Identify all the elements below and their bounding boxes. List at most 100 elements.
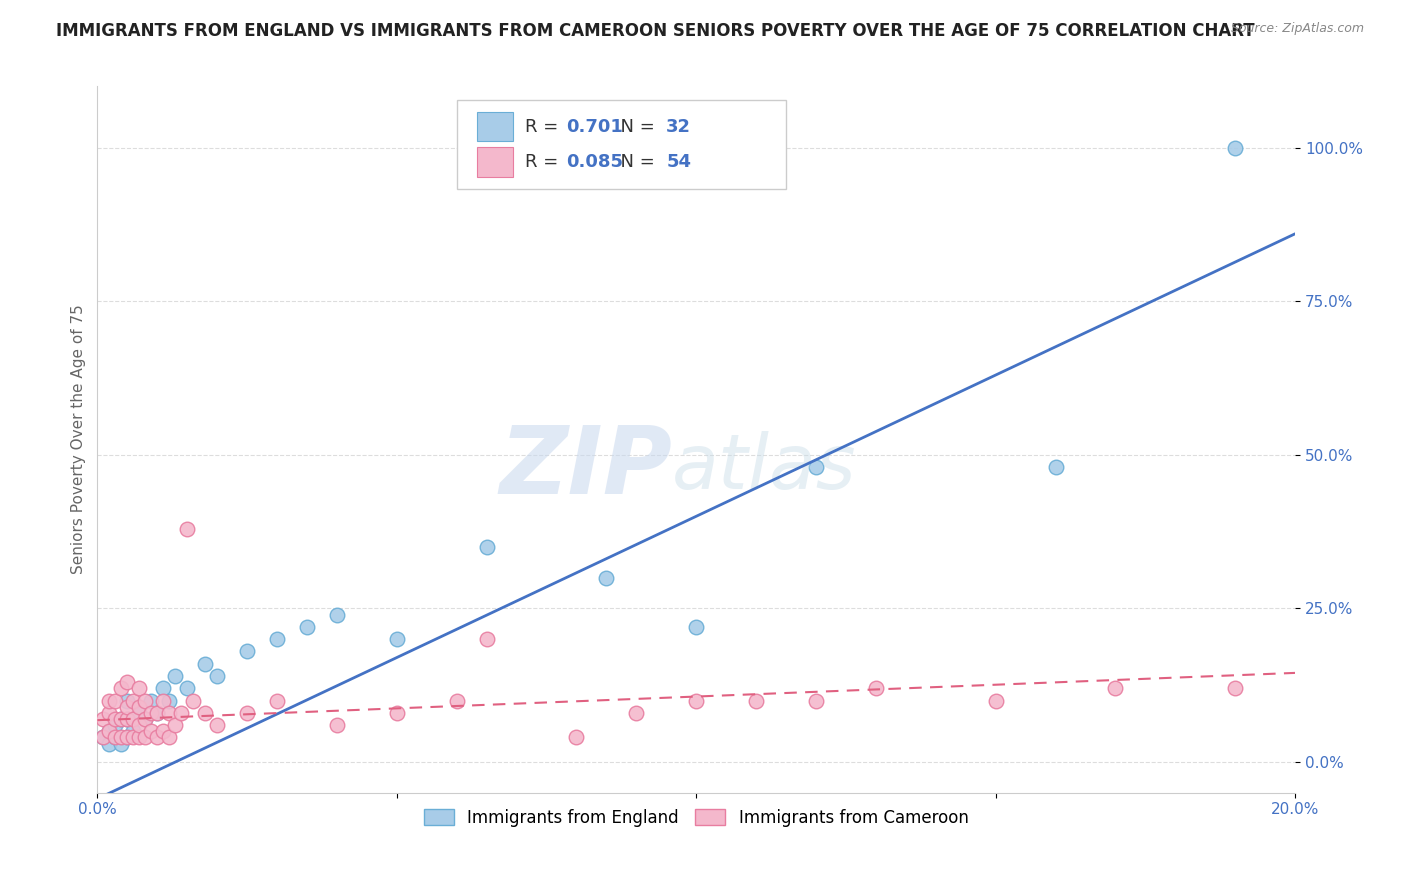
Point [685,620,707,634]
Point [984,693,1007,707]
Text: 54: 54 [666,153,692,171]
Point [1225,681,1247,696]
Point [104,712,127,726]
Point [157,693,180,707]
Text: R =: R = [524,153,564,171]
Point [141,693,163,707]
Point [98,693,121,707]
Point [134,712,156,726]
Point [128,718,150,732]
Point [134,731,156,745]
Point [122,731,145,745]
Point [110,681,132,696]
Point [626,706,648,720]
Point [98,724,121,739]
Point [176,522,198,536]
Point [194,657,217,671]
Point [1225,141,1247,155]
FancyBboxPatch shape [457,101,786,189]
Point [865,681,887,696]
Point [98,737,121,751]
Point [157,731,180,745]
Point [117,675,139,690]
Point [146,706,169,720]
Point [1045,460,1067,475]
Point [595,571,617,585]
Text: N =: N = [609,118,661,136]
Point [565,731,588,745]
Point [165,718,187,732]
Text: atlas: atlas [672,431,856,505]
Point [128,706,150,720]
Point [91,731,114,745]
Text: 0.701: 0.701 [565,118,623,136]
Point [170,706,193,720]
Point [110,737,132,751]
Text: 32: 32 [666,118,692,136]
Point [266,693,288,707]
Text: 0.085: 0.085 [565,153,623,171]
Point [98,706,121,720]
Point [295,620,318,634]
Point [236,706,259,720]
Point [152,724,174,739]
Point [91,731,114,745]
Point [205,669,228,683]
Point [236,644,259,658]
Point [122,693,145,707]
Point [128,699,150,714]
Point [804,693,827,707]
Point [104,731,127,745]
Point [117,731,139,745]
Point [110,731,132,745]
Point [128,681,150,696]
Point [104,693,127,707]
Point [446,693,468,707]
Point [117,712,139,726]
Point [475,540,498,554]
Point [117,693,139,707]
Point [117,712,139,726]
Point [685,693,707,707]
Point [385,632,408,646]
Point [104,718,127,732]
Point [141,706,163,720]
Point [745,693,768,707]
Text: IMMIGRANTS FROM ENGLAND VS IMMIGRANTS FROM CAMEROON SENIORS POVERTY OVER THE AGE: IMMIGRANTS FROM ENGLAND VS IMMIGRANTS FR… [56,22,1256,40]
Point [91,712,114,726]
Point [165,669,187,683]
Point [104,731,127,745]
Point [804,460,827,475]
Point [110,712,132,726]
Point [117,699,139,714]
Point [134,693,156,707]
Point [194,706,217,720]
Text: N =: N = [609,153,661,171]
Point [205,718,228,732]
Point [122,724,145,739]
Point [385,706,408,720]
Legend: Immigrants from England, Immigrants from Cameroon: Immigrants from England, Immigrants from… [418,803,976,834]
Y-axis label: Seniors Poverty Over the Age of 75: Seniors Poverty Over the Age of 75 [72,305,86,574]
Text: Source: ZipAtlas.com: Source: ZipAtlas.com [1230,22,1364,36]
Point [326,718,349,732]
Point [98,724,121,739]
Point [181,693,204,707]
Point [117,731,139,745]
Point [128,731,150,745]
Text: R =: R = [524,118,564,136]
Text: ZIP: ZIP [499,422,672,514]
Point [326,607,349,622]
Point [134,712,156,726]
Point [157,706,180,720]
Point [146,706,169,720]
Point [1104,681,1126,696]
Point [152,693,174,707]
FancyBboxPatch shape [477,147,513,177]
Point [122,712,145,726]
Point [146,731,169,745]
Point [475,632,498,646]
FancyBboxPatch shape [477,112,513,142]
Point [110,712,132,726]
Point [141,724,163,739]
